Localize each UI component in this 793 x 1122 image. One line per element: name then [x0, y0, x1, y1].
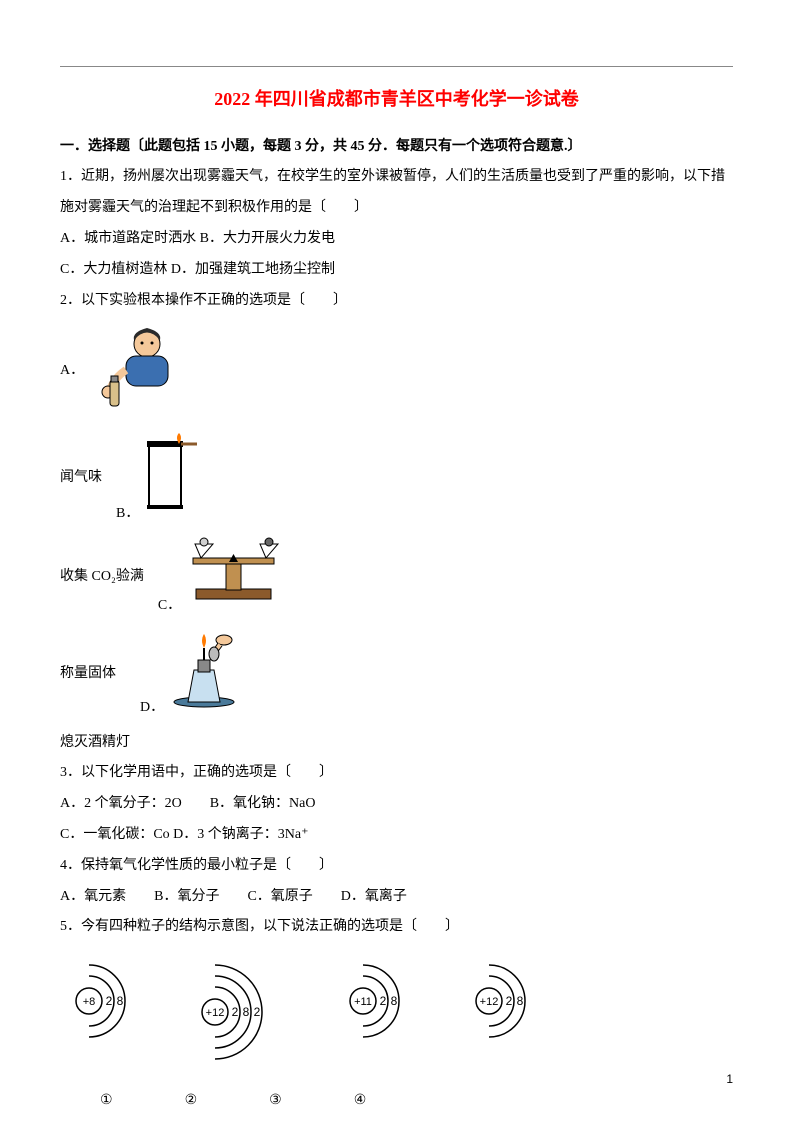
q2-d-prefix: D．	[140, 693, 164, 724]
q5-atom-diagrams: +828+12282+1128+1228	[70, 961, 733, 1076]
svg-text:+12: +12	[206, 1007, 225, 1019]
q2-a-prefix: A．	[60, 356, 84, 387]
svg-text:2: 2	[232, 1005, 239, 1019]
svg-text:+8: +8	[83, 996, 96, 1008]
q2-image-c	[181, 534, 286, 622]
q2-image-a	[92, 320, 187, 423]
q4-stem: 4．保持氧气化学性质的最小粒子是〔 〕	[60, 851, 733, 882]
svg-text:8: 8	[243, 1005, 250, 1019]
q3-stem: 3．以下化学用语中，正确的选项是〔 〕	[60, 758, 733, 789]
q2-image-b	[139, 427, 209, 530]
exam-title: 2022 年四川省成都市青羊区中考化学一诊试卷	[60, 80, 733, 120]
section-1-heading: 一．选择题〔此题包括 15 小题，每题 3 分，共 45 分．每题只有一个选项符…	[60, 132, 733, 163]
q4-options: A．氧元素 B．氧分子 C．氧原子 D．氧离子	[60, 882, 733, 913]
q2-a-caption: 闻气味	[60, 463, 102, 494]
q2-option-c: 收集 CO₂验满 C．	[60, 534, 733, 622]
svg-text:2: 2	[506, 994, 513, 1008]
q2-image-d	[164, 626, 244, 724]
svg-text:2: 2	[380, 994, 387, 1008]
q5-stem: 5．今有四种粒子的结构示意图，以下说法正确的选项是〔 〕	[60, 912, 733, 943]
q3-options-ab: A．2 个氧分子：2O B．氧化钠：NaO	[60, 789, 733, 820]
q2-b-prefix: B．	[116, 499, 139, 530]
atom-diagram-1: +8 28	[70, 961, 168, 1076]
atom-diagram-4: +12 28	[470, 961, 568, 1076]
q2-option-b: 闻气味 B．	[60, 427, 733, 530]
q2-option-d: 称量固体 D．	[60, 626, 733, 724]
svg-text:+11: +11	[354, 996, 372, 1008]
atom-label-1: ①	[100, 1086, 113, 1117]
q3-options-cd: C．一氧化碳：Co D．3 个钠离子：3Na⁺	[60, 820, 733, 851]
atom-diagram-2: +12 282	[196, 961, 316, 1076]
svg-text:2: 2	[254, 1005, 261, 1019]
atom-label-4: ④	[354, 1086, 367, 1117]
q1-options-ab: A．城市道路定时洒水 B．大力开展火力发电	[60, 224, 733, 255]
svg-text:+12: +12	[480, 996, 499, 1008]
q2-d-caption: 熄灭酒精灯	[60, 728, 733, 759]
q2-stem: 2．以下实验根本操作不正确的选项是〔 〕	[60, 286, 733, 317]
atom-diagram-3: +11 28	[344, 961, 442, 1076]
svg-text:8: 8	[391, 994, 398, 1008]
q5-atom-labels: ① ② ③ ④	[100, 1086, 733, 1117]
svg-text:8: 8	[117, 994, 124, 1008]
svg-text:8: 8	[517, 994, 524, 1008]
atom-label-3: ③	[269, 1086, 282, 1117]
page-number: 1	[726, 1066, 733, 1092]
q2-c-prefix: C．	[158, 591, 181, 622]
q2-c-caption: 称量固体	[60, 659, 116, 690]
q2-option-a: A．	[60, 320, 733, 423]
svg-text:2: 2	[106, 994, 113, 1008]
q2-b-caption: 收集 CO₂验满	[60, 562, 144, 593]
q1-options-cd: C．大力植树造林 D．加强建筑工地扬尘控制	[60, 255, 733, 286]
q1-stem: 1．近期，扬州屡次出现雾霾天气，在校学生的室外课被暂停，人们的生活质量也受到了严…	[60, 162, 733, 224]
header-rule	[60, 66, 733, 67]
atom-label-2: ②	[185, 1086, 198, 1117]
